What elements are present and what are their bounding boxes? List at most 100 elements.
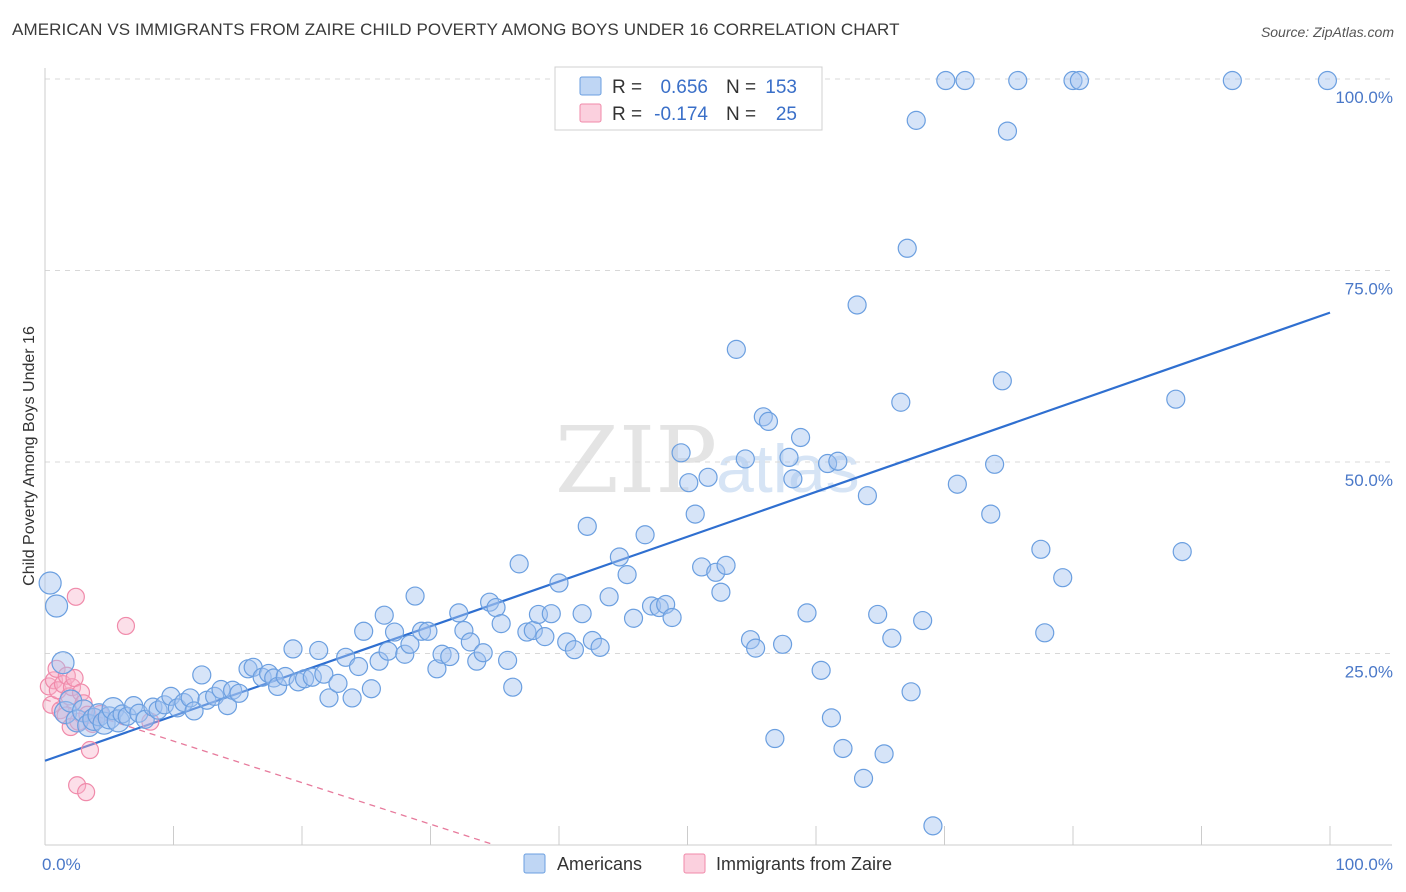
legend-n-value-2: 25 <box>776 104 797 125</box>
american-point-64 <box>432 644 452 664</box>
american-point-61 <box>411 621 432 641</box>
american-point-87 <box>582 630 603 651</box>
bottom-legend-swatch-zaire <box>683 853 706 874</box>
american-point-127 <box>874 744 894 764</box>
american-point-117 <box>797 603 817 623</box>
american-point-89 <box>599 587 619 607</box>
american-point-147 <box>1069 70 1090 91</box>
american-point-77 <box>517 622 537 642</box>
american-point-55 <box>374 605 394 625</box>
american-point-92 <box>623 608 644 628</box>
american-point-57 <box>384 622 405 642</box>
american-point-140 <box>992 371 1012 391</box>
american-point-94 <box>641 596 662 616</box>
american-point-121 <box>828 451 848 471</box>
x-tick-label-0: 0.0% <box>42 855 81 874</box>
legend-r-value-1: 0.656 <box>660 77 708 98</box>
american-point-112 <box>765 728 785 749</box>
american-point-23 <box>167 698 187 718</box>
american-point-85 <box>572 604 592 624</box>
american-point-122 <box>833 738 853 759</box>
american-point-130 <box>897 238 917 258</box>
american-point-3 <box>53 700 78 725</box>
american-point-63 <box>427 659 447 679</box>
american-points <box>38 70 1338 836</box>
american-point-150 <box>1222 70 1242 91</box>
y-tick-label-2: 75.0% <box>1345 280 1393 299</box>
american-point-100 <box>685 504 705 524</box>
american-point-71 <box>480 592 500 612</box>
american-point-107 <box>735 449 755 469</box>
american-point-93 <box>635 525 655 545</box>
american-point-131 <box>901 682 921 702</box>
american-point-120 <box>821 708 842 728</box>
zaire-point-20 <box>80 740 100 760</box>
american-point-68 <box>460 632 480 652</box>
american-point-111 <box>758 411 779 432</box>
legend-r-label-1: R = <box>612 77 642 98</box>
american-point-83 <box>557 632 577 652</box>
legend-swatch-zaire <box>579 103 602 123</box>
watermark-atlas: atlas <box>716 431 860 507</box>
american-point-81 <box>541 604 561 624</box>
american-point-62 <box>418 621 438 641</box>
american-point-133 <box>913 610 933 631</box>
american-point-101 <box>692 557 712 577</box>
american-point-141 <box>997 121 1018 141</box>
american-point-51 <box>348 656 369 677</box>
american-point-43 <box>294 669 315 689</box>
american-point-0 <box>38 571 62 595</box>
american-point-135 <box>936 70 956 91</box>
american-point-33 <box>229 683 249 703</box>
bottom-legend-zaire: Immigrants from Zaire <box>716 854 892 874</box>
american-point-26 <box>184 701 204 721</box>
american-point-44 <box>302 667 322 687</box>
tick-labels: 25.0% 50.0% 75.0% 100.0% 0.0% 100.0% <box>42 88 1393 874</box>
y-tick-label-0: 25.0% <box>1345 663 1393 682</box>
american-point-70 <box>473 643 493 663</box>
legend-n-value-1: 153 <box>765 77 797 98</box>
american-point-139 <box>985 454 1005 474</box>
zaire-point-18 <box>77 783 96 802</box>
american-point-67 <box>454 620 474 641</box>
american-point-134 <box>923 816 943 836</box>
american-point-59 <box>400 634 420 654</box>
legend: R = 0.656 N = 153 R = -0.174 N = 25 <box>554 66 823 131</box>
american-point-90 <box>609 547 629 567</box>
american-point-48 <box>328 673 348 693</box>
american-point-98 <box>671 443 691 463</box>
american-point-80 <box>535 627 555 647</box>
legend-r-value-2: -0.174 <box>654 104 708 125</box>
american-point-66 <box>449 603 469 623</box>
american-point-31 <box>217 695 238 716</box>
american-point-125 <box>857 486 878 506</box>
y-tick-label-3: 100.0% <box>1335 88 1393 107</box>
american-point-58 <box>395 644 415 664</box>
american-point-124 <box>853 768 874 788</box>
american-point-50 <box>342 688 362 708</box>
american-point-137 <box>955 70 975 91</box>
american-point-113 <box>772 634 793 654</box>
american-point-27 <box>192 665 212 685</box>
american-point-128 <box>882 628 902 648</box>
y-axis-title: Child Poverty Among Boys Under 16 <box>21 326 38 586</box>
american-point-148 <box>1166 389 1186 409</box>
american-point-20 <box>148 700 168 720</box>
american-point-56 <box>378 641 398 661</box>
legend-r-label-2: R = <box>612 104 642 125</box>
american-point-102 <box>698 467 718 487</box>
x-tick-label-1: 100.0% <box>1335 855 1393 874</box>
american-point-73 <box>491 614 511 634</box>
american-point-52 <box>354 621 374 641</box>
american-point-88 <box>590 637 610 657</box>
american-point-136 <box>947 474 967 494</box>
american-point-39 <box>267 676 288 697</box>
zaire-points <box>39 587 160 802</box>
american-point-126 <box>868 604 888 625</box>
american-point-99 <box>679 473 699 493</box>
american-point-76 <box>509 554 529 574</box>
watermark-zip: ZIP <box>555 407 717 514</box>
american-point-118 <box>811 660 831 680</box>
american-point-149 <box>1172 542 1192 562</box>
american-point-60 <box>405 586 425 606</box>
